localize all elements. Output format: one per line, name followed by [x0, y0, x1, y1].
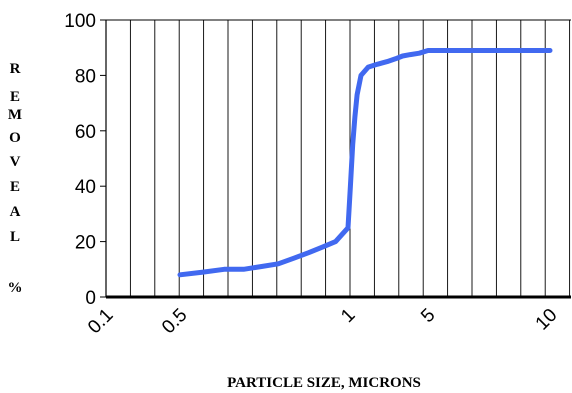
y-axis-label-letter: %	[8, 280, 23, 296]
y-axis-label-letter: O	[9, 130, 21, 146]
y-tick-label: 20	[75, 233, 96, 254]
y-axis-label-letter: L	[10, 229, 20, 245]
x-axis-label: PARTICLE SIZE, MICRONS	[227, 375, 421, 391]
gridlines	[106, 19, 571, 297]
x-tick-label: 10	[532, 305, 562, 335]
series-line	[177, 48, 553, 278]
y-tick-labels: 0 20 40 60 80 100	[64, 11, 106, 309]
y-tick-label: 60	[75, 122, 96, 143]
y-tick-label: 40	[75, 177, 96, 198]
series	[177, 48, 553, 278]
x-tick-label: 0.1	[84, 305, 118, 339]
y-axis-label-letter: V	[10, 154, 21, 170]
y-tick-label: 80	[75, 66, 96, 87]
y-tick-label: 0	[85, 288, 96, 309]
x-tick-label: 5	[417, 305, 439, 327]
x-tick-label: 1	[337, 305, 359, 327]
x-tick-label: 0.5	[158, 305, 192, 339]
y-axis-label-letter: E	[10, 179, 20, 195]
y-axis-label-letter: E	[10, 89, 20, 105]
y-tick-label: 100	[64, 11, 96, 32]
axes	[105, 20, 571, 299]
x-tick-labels: 0.1 0.5 1 5 10	[84, 305, 562, 339]
y-axis-label-letter: A	[10, 204, 21, 220]
y-axis-label-letter: R	[10, 61, 21, 77]
y-axis-label-letter: M	[8, 107, 22, 123]
